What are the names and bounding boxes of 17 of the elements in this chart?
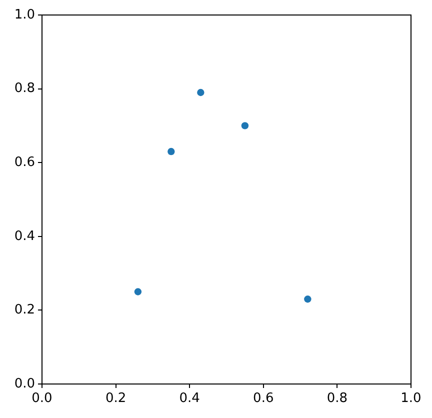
y-tick-label: 0.4 <box>14 228 35 244</box>
point <box>197 88 204 96</box>
y-tick-label: 0.6 <box>14 154 35 170</box>
point <box>168 148 175 156</box>
x-tick-label: 1.0 <box>400 391 422 406</box>
point <box>134 288 142 296</box>
point <box>241 122 249 130</box>
x-tick-label: 0.8 <box>326 391 348 406</box>
x-tick-label: 0.4 <box>179 391 200 406</box>
x-tick-label: 0.2 <box>105 391 126 406</box>
point <box>304 296 312 303</box>
y-tick-label: 1.0 <box>14 7 35 22</box>
x-tick-label: 0.0 <box>32 391 52 406</box>
y-tick-label: 0.0 <box>14 376 35 392</box>
y-tick-label: 0.8 <box>14 81 35 96</box>
x-tick-label: 0.6 <box>253 391 274 406</box>
y-tick-label: 0.2 <box>14 302 35 318</box>
